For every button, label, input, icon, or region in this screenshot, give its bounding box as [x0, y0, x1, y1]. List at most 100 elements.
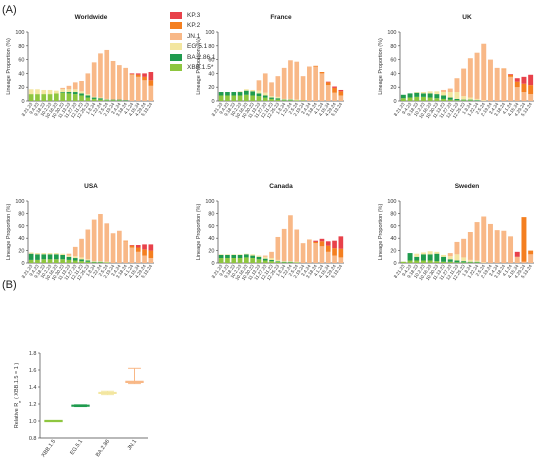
bar-segment: [60, 87, 65, 90]
bar-segment: [237, 92, 243, 96]
bar-segment: [407, 93, 413, 98]
bar-segment: [135, 251, 141, 263]
bar-segment: [79, 93, 84, 96]
x-tick-label: 2.5.24: [98, 101, 110, 115]
x-tick-label: 3.4.24: [300, 263, 312, 277]
bar-segment: [461, 68, 467, 97]
y-tick-label: 60: [390, 58, 396, 64]
bar-segment: [262, 258, 268, 261]
bar-segment: [72, 89, 78, 93]
bar-segment: [98, 214, 103, 262]
bar-segment: [332, 92, 337, 101]
bar-segment: [508, 74, 514, 77]
bar-segment: [332, 255, 337, 263]
bar-segment: [325, 81, 331, 83]
x-tick-label: JN.1: [127, 439, 138, 452]
y-tick-label: 100: [205, 30, 214, 36]
bar-segment: [54, 259, 59, 263]
x-tick-label: 1.8.24: [461, 101, 473, 115]
bar-segment: [85, 260, 91, 262]
bar-segment: [400, 94, 406, 99]
bar-segment: [250, 258, 255, 263]
chart-title: Worldwide: [75, 14, 108, 21]
bar-segment: [528, 94, 534, 101]
y-tick-label: 1.0: [29, 419, 37, 425]
bar-segment: [104, 49, 110, 99]
bar-segment: [454, 98, 460, 101]
bar-segment: [514, 256, 520, 263]
bar-segment: [434, 91, 440, 95]
bar-segment: [275, 261, 281, 263]
y-tick-label: 40: [390, 71, 396, 77]
bar-segment: [275, 236, 281, 260]
bar-segment: [256, 259, 262, 263]
x-tick-label: 3.4.24: [110, 263, 122, 277]
bar-segment: [117, 99, 122, 101]
bar-segment: [434, 261, 440, 263]
x-tick-label: 3.4.24: [488, 263, 500, 277]
bar-segment: [47, 89, 53, 95]
bar-segment: [414, 96, 420, 101]
y-axis-label: Relative Re ( XBB.1.5 = 1 ): [14, 363, 22, 429]
legend-label: JN.1: [187, 32, 201, 40]
bar-segment: [256, 90, 262, 94]
bar-segment: [54, 90, 59, 94]
bar-segment: [269, 251, 274, 259]
bar-segment: [262, 95, 268, 98]
bar-segment: [461, 100, 467, 101]
y-tick-label: 1.4: [29, 385, 37, 391]
bar-segment: [338, 89, 344, 92]
bar-segment: [454, 78, 460, 93]
bar-segment: [72, 246, 78, 257]
bar-segment: [441, 254, 447, 257]
bar-segment: [300, 76, 306, 101]
y-tick-label: 100: [15, 30, 24, 36]
bar-segment: [467, 97, 473, 100]
bar-segment: [148, 258, 154, 263]
bar-segment: [85, 94, 91, 96]
bar-segment: [269, 82, 274, 97]
bar-segment: [338, 236, 344, 249]
bar-segment: [332, 248, 337, 256]
bar-segment: [28, 252, 34, 254]
legend-swatch: [170, 11, 182, 19]
x-tick-label: 3.4.24: [300, 101, 312, 115]
bar-segment: [288, 100, 293, 101]
bar-segment: [66, 85, 72, 90]
bar-segment: [66, 92, 72, 94]
x-tick-label: 4.1.24: [501, 101, 513, 115]
bar-segment: [294, 61, 300, 100]
bar-segment: [104, 223, 110, 262]
bar-segment: [441, 98, 447, 101]
legend-item: KP.3: [170, 10, 216, 21]
bar-segment: [104, 262, 110, 263]
x-tick-label: 4.1.24: [501, 263, 513, 277]
chart-title: USA: [84, 183, 98, 190]
bar-segment: [269, 259, 274, 262]
bar-segment: [231, 254, 237, 259]
bar-segment: [501, 69, 507, 101]
bar-segment: [332, 87, 337, 93]
bar-segment: [514, 78, 520, 82]
bar-segment: [447, 92, 453, 98]
bar-segment: [28, 89, 34, 95]
bar-segment: [60, 89, 65, 93]
x-tick-label: 9.4.23: [28, 101, 40, 115]
bar-segment: [508, 76, 514, 101]
y-tick-label: 80: [208, 211, 214, 217]
y-axis-label: Lineage Proportion (%): [6, 38, 12, 95]
bar-segment: [338, 91, 344, 96]
bar-segment: [281, 262, 287, 263]
y-axis-label: Lineage Proportion (%): [378, 204, 384, 261]
bar-segment: [60, 253, 65, 255]
bar-segment: [461, 96, 467, 100]
bar-segment: [231, 254, 237, 255]
bar-segment: [60, 92, 65, 93]
bar-segment: [407, 253, 413, 261]
bar-segment: [514, 87, 520, 101]
legend-item: EG.5.1: [170, 42, 216, 53]
bar-segment: [72, 94, 78, 101]
y-tick-label: 60: [390, 224, 396, 230]
bar-segment: [434, 253, 440, 262]
bar-segment: [319, 73, 325, 101]
